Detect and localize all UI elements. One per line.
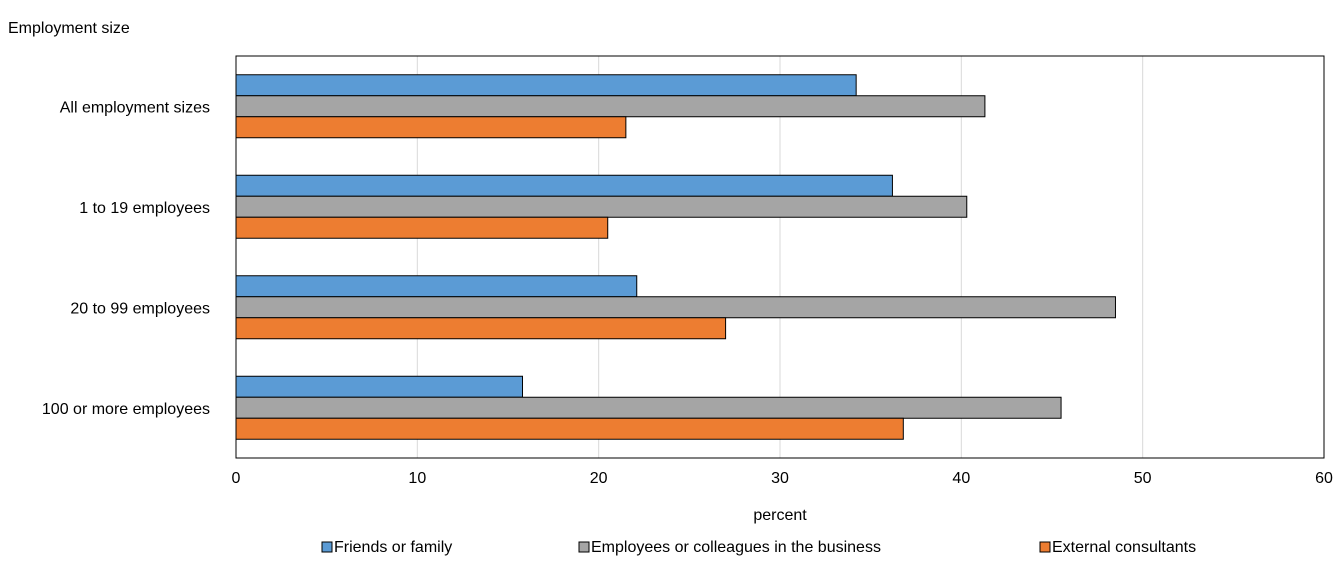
bar bbox=[235, 375, 524, 398]
legend: Friends or family Employees or colleagues… bbox=[321, 539, 1196, 556]
x-tick-label: 50 bbox=[1134, 470, 1152, 487]
category-label: 1 to 19 employees bbox=[79, 200, 210, 217]
bar bbox=[235, 95, 986, 118]
x-tick-label: 40 bbox=[952, 470, 970, 487]
category-label: All employment sizes bbox=[60, 99, 210, 116]
category-label: 100 or more employees bbox=[42, 401, 210, 418]
bar bbox=[235, 216, 609, 239]
category-label: 20 to 99 employees bbox=[70, 300, 210, 317]
legend-label: External consultants bbox=[1052, 539, 1196, 556]
legend-label: Friends or family bbox=[334, 539, 452, 556]
bars bbox=[235, 74, 1116, 440]
category-labels: All employment sizes 1 to 19 employees 20 … bbox=[42, 99, 210, 418]
x-tick-label: 20 bbox=[590, 470, 608, 487]
legend-item: Employees or colleagues in the business bbox=[578, 539, 881, 556]
legend-swatch bbox=[578, 541, 590, 553]
bar bbox=[235, 174, 893, 197]
legend-item: External consultants bbox=[1039, 539, 1196, 556]
bar bbox=[235, 275, 638, 298]
bar bbox=[235, 317, 727, 340]
x-tick-label: 10 bbox=[408, 470, 426, 487]
x-axis-title: percent bbox=[753, 507, 807, 524]
x-tick-labels: 0 10 20 30 40 50 60 bbox=[232, 470, 1333, 487]
bar bbox=[235, 396, 1062, 419]
x-tick-label: 60 bbox=[1315, 470, 1333, 487]
y-axis-title: Employment size bbox=[8, 20, 130, 37]
bar bbox=[235, 116, 627, 139]
bar bbox=[235, 296, 1116, 319]
x-tick-label: 30 bbox=[771, 470, 789, 487]
bar bbox=[235, 417, 904, 440]
plot-frame bbox=[235, 55, 1325, 459]
legend-label: Employees or colleagues in the business bbox=[591, 539, 881, 556]
legend-swatch bbox=[1039, 541, 1051, 553]
legend-swatch bbox=[321, 541, 333, 553]
bar bbox=[235, 74, 857, 97]
x-tick-label: 0 bbox=[232, 470, 241, 487]
bar bbox=[235, 195, 968, 218]
legend-item: Friends or family bbox=[321, 539, 452, 556]
